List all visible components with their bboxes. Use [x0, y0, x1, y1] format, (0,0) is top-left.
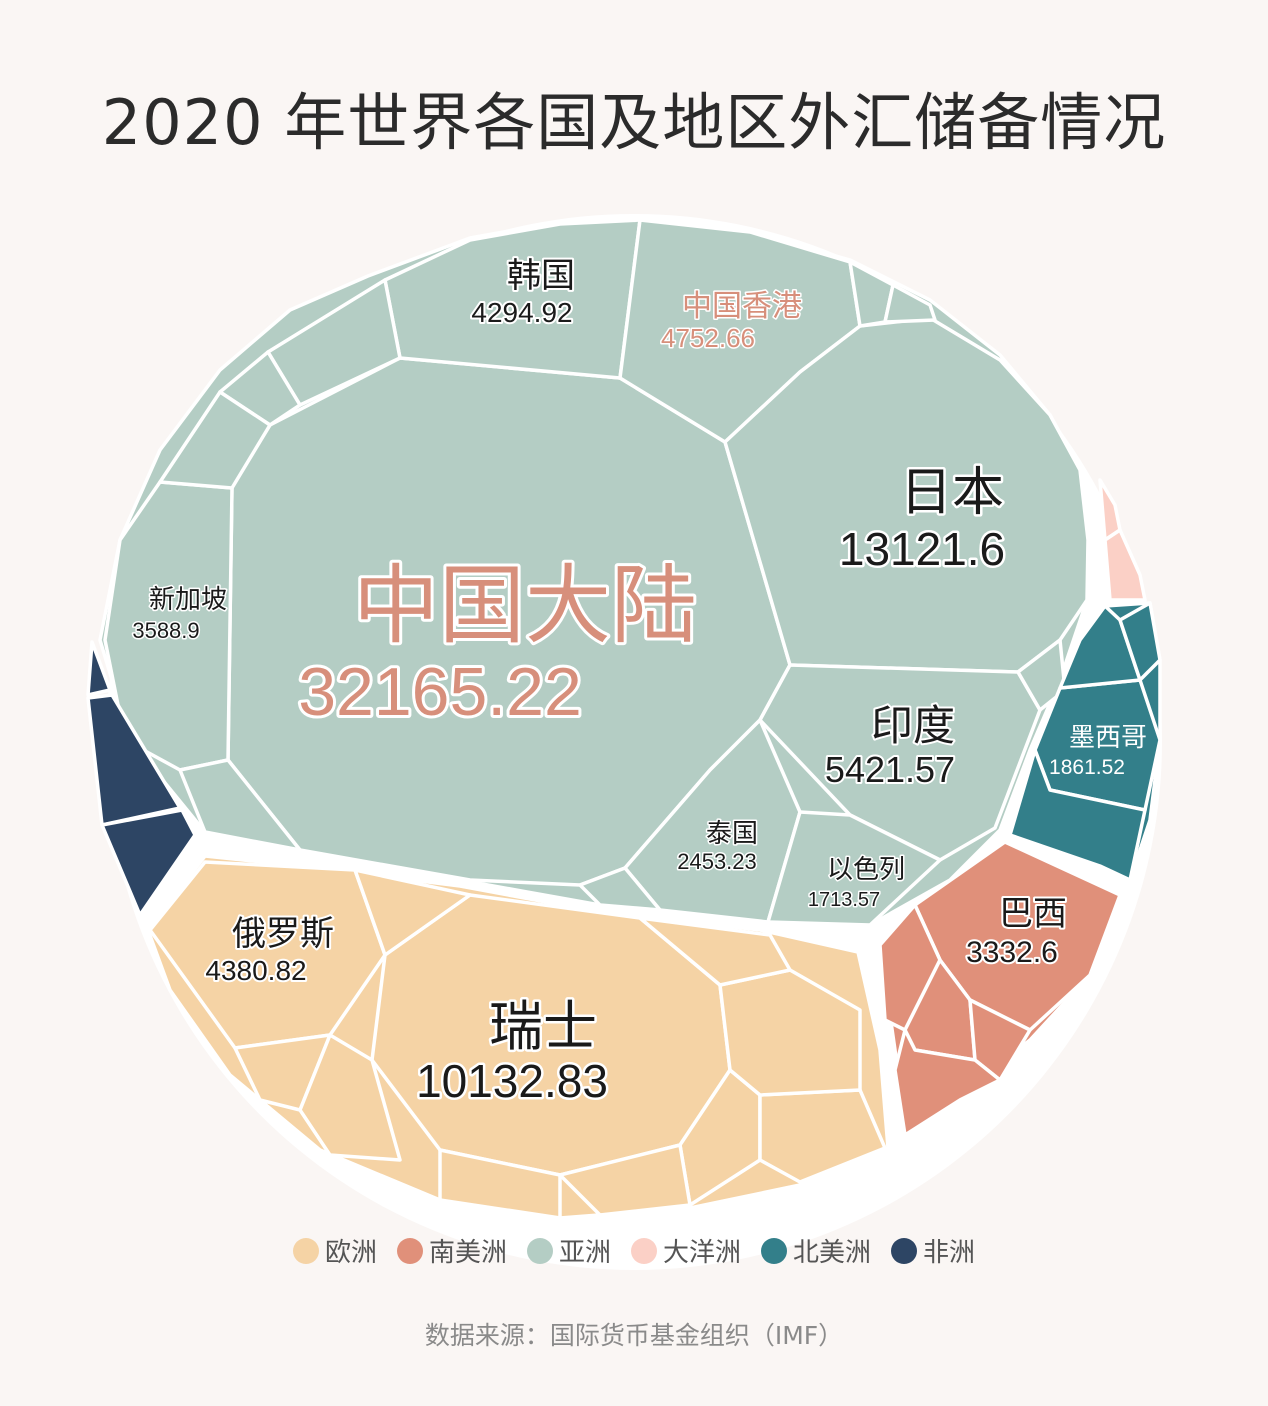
legend-item-europe: 欧洲: [292, 1232, 377, 1269]
cell-europe-small-8: [558, 1143, 692, 1217]
cell-samerica-small-4: [893, 1028, 1002, 1137]
cell-asia-small-3: [158, 390, 272, 490]
value-switzerland: 10132.83: [416, 1055, 608, 1107]
region-africa: [86, 640, 197, 917]
label-thailand: 泰国: [706, 819, 758, 849]
legend-label: 南美洲: [428, 1238, 507, 1268]
legend-label: 大洋洲: [663, 1238, 742, 1268]
value-thailand: 2453.23: [677, 849, 757, 874]
region-asia: [98, 216, 1090, 927]
legend-swatch: [761, 1237, 788, 1264]
value-singapore: 3588.9: [132, 618, 199, 643]
value-russia: 4380.82: [205, 955, 306, 986]
labels: 中国大陆 32165.22 日本 13121.6 瑞士 10132.83 印度 …: [131, 254, 1147, 1110]
cell-namerica-small-3: [1008, 748, 1147, 882]
value-hongkong: 4752.66: [661, 323, 755, 353]
cell-asia-small-6: [883, 283, 937, 324]
source-note: 数据来源：国际货币基金组织（IMF）: [424, 1321, 844, 1350]
label-korea: 韩国: [507, 256, 575, 296]
region-oceania: [1098, 478, 1147, 602]
legend-label: 欧洲: [324, 1238, 377, 1268]
cell-europe-small-9: [438, 1148, 562, 1220]
value-brazil: 3332.6: [966, 936, 1058, 969]
label-switzerland: 瑞士: [489, 995, 597, 1058]
cell-oceania-2: [1103, 528, 1147, 602]
cell-europe-small-3: [353, 868, 472, 957]
legend-swatch: [631, 1237, 657, 1264]
label-india: 印度: [871, 701, 955, 750]
cell-namerica-small-2: [1118, 601, 1162, 682]
legend-swatch: [526, 1237, 553, 1264]
value-china-mainland: 32165.22: [298, 654, 582, 730]
legend-label: 北美洲: [793, 1238, 872, 1268]
legend-item-oceania: 大洋洲: [631, 1232, 741, 1269]
legend-item-north-america: 北美洲: [761, 1232, 871, 1269]
cell-africa-2: [86, 693, 182, 827]
page-title: 2020 年世界各国及地区外汇储备情况: [101, 86, 1167, 159]
value-israel: 1713.57: [808, 889, 880, 911]
value-india: 5421.57: [825, 749, 955, 790]
cell-africa-1: [86, 640, 112, 697]
value-japan: 13121.6: [839, 523, 1005, 575]
cell-asia-small-4: [178, 758, 302, 852]
cell-israel: [766, 810, 942, 927]
label-brazil: 巴西: [999, 894, 1067, 934]
label-israel: 以色列: [827, 855, 905, 885]
cell-europe-small-2: [298, 1033, 402, 1162]
cell-namerica-small-1: [1058, 604, 1142, 690]
label-hongkong: 中国香港: [682, 289, 802, 324]
legend-label: 非洲: [923, 1238, 976, 1268]
legend-swatch: [891, 1237, 918, 1264]
region-north-america: [1008, 601, 1162, 882]
region-south-america: [878, 840, 1122, 1137]
legend-label: 亚洲: [558, 1238, 611, 1268]
cell-africa-3: [100, 808, 197, 917]
region-europe: [146, 854, 890, 1220]
value-mexico: 1861.52: [1049, 756, 1125, 779]
legend-swatch: [292, 1237, 319, 1264]
legend-item-asia: 亚洲: [526, 1232, 611, 1269]
cell-singapore: [103, 480, 234, 772]
value-korea: 4294.92: [471, 297, 572, 328]
cell-asia-small-8: [578, 866, 662, 912]
label-mexico: 墨西哥: [1069, 723, 1147, 753]
legend-swatch: [396, 1237, 423, 1264]
label-japan: 日本: [900, 463, 1004, 523]
legend: 欧洲 南美洲 亚洲 大洋洲 北美洲 非洲: [0, 1232, 1268, 1269]
label-singapore: 新加坡: [149, 585, 227, 615]
label-russia: 俄罗斯: [232, 914, 334, 954]
legend-item-south-america: 南美洲: [396, 1232, 507, 1269]
cell-europe-small-7: [638, 916, 792, 987]
legend-item-africa: 非洲: [891, 1232, 975, 1269]
label-china-mainland: 中国大陆: [353, 556, 697, 656]
